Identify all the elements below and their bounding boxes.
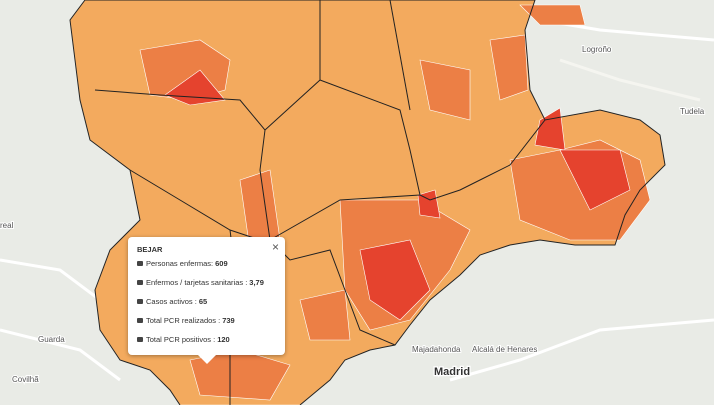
place-label: Logroño	[582, 45, 612, 54]
place-label: Guarda	[38, 335, 65, 344]
popup-row: Personas enfermas: 609	[137, 259, 228, 268]
row-label: Personas enfermas:	[146, 259, 214, 268]
row-icon	[137, 261, 143, 266]
place-label: Alcalá de Henares	[472, 345, 537, 354]
row-value: 65	[198, 297, 208, 306]
row-value: 3,79	[249, 278, 264, 287]
city-label: Madrid	[434, 366, 470, 378]
row-icon	[137, 337, 143, 342]
place-label: Majadahonda	[412, 345, 461, 354]
row-icon	[137, 280, 143, 285]
row-icon	[137, 299, 143, 304]
popup-row: Casos activos :65	[137, 297, 207, 306]
popup-row: Enfermos / tarjetas sanitarias :3,79	[137, 278, 264, 287]
place-label: Tudela	[680, 107, 705, 116]
row-label: Enfermos / tarjetas sanitarias :	[146, 278, 248, 287]
row-icon	[137, 318, 143, 323]
popup-title: BEJAR	[137, 245, 163, 254]
info-popup: BEJAR × Personas enfermas: 609 Enfermos / …	[128, 237, 285, 364]
district-red	[164, 69, 631, 321]
row-value: 120	[217, 335, 230, 344]
row-label: Casos activos :	[146, 297, 197, 306]
row-label: Total PCR realizados :	[146, 316, 221, 325]
row-value: 609	[215, 259, 228, 268]
close-button[interactable]: ×	[271, 240, 279, 254]
popup-row: Total PCR positivos :120	[137, 335, 230, 344]
place-label: Covilhã	[12, 375, 39, 384]
popup-row: Total PCR realizados :739	[137, 316, 235, 325]
place-label: real	[0, 221, 14, 230]
row-value: 739	[222, 316, 235, 325]
row-label: Total PCR positivos :	[146, 335, 216, 344]
